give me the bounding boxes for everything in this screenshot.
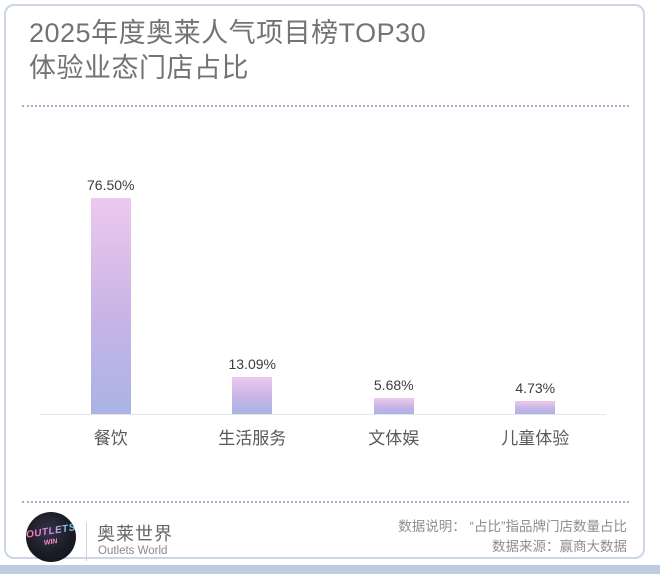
outlets-world-logo: OUTLETS WIN xyxy=(26,512,76,562)
plot-area: 76.50% 13.09% 5.68% 4.73% xyxy=(40,177,607,415)
page-bottom-band xyxy=(0,565,660,574)
brand-name-chinese: 奥莱世界 xyxy=(97,524,173,544)
brand-name-english: Outlets World xyxy=(98,545,168,557)
chart-title-line2: 体验业态门店占比 xyxy=(29,53,249,83)
bar-column: 4.73% xyxy=(465,380,607,414)
bar-column: 5.68% xyxy=(323,377,465,414)
bar xyxy=(232,377,273,414)
footer-dotted-divider xyxy=(22,501,629,503)
bar-value-label: 5.68% xyxy=(373,377,414,393)
data-note-description: 数据说明： “占比”指品牌门店数量占比 xyxy=(398,519,627,534)
bar xyxy=(515,401,556,414)
data-note-source: 数据来源：赢商大数据 xyxy=(492,539,627,554)
bar xyxy=(373,398,414,414)
x-axis-labels: 餐饮 生活服务 文体娱 儿童体验 xyxy=(40,424,606,449)
infographic-card: 2025年度奥莱人气项目榜TOP30 体验业态门店占比 76.50% 13.09%… xyxy=(4,4,645,562)
x-axis-category-label: 儿童体验 xyxy=(501,429,570,448)
bar-value-label: 76.50% xyxy=(87,177,135,193)
x-axis-category-label: 文体娱 xyxy=(368,429,420,448)
bar-value-label: 4.73% xyxy=(515,380,556,396)
top-dotted-divider xyxy=(22,105,629,107)
bar-column: 76.50% xyxy=(40,177,182,414)
bar xyxy=(90,198,131,414)
chart-title: 2025年度奥莱人气项目榜TOP30 体验业态门店占比 xyxy=(29,16,609,86)
data-notes: 数据说明： “占比”指品牌门店数量占比 数据来源：赢商大数据 xyxy=(398,517,627,557)
logo-win-text: WIN xyxy=(43,537,59,548)
footer-vertical-divider xyxy=(86,522,87,561)
bar-value-label: 13.09% xyxy=(228,356,276,372)
x-axis-category-label: 餐饮 xyxy=(93,429,128,448)
bar-column: 13.09% xyxy=(182,356,324,414)
x-axis-category-label: 生活服务 xyxy=(218,429,287,448)
chart-title-line1: 2025年度奥莱人气项目榜TOP30 xyxy=(29,18,427,48)
